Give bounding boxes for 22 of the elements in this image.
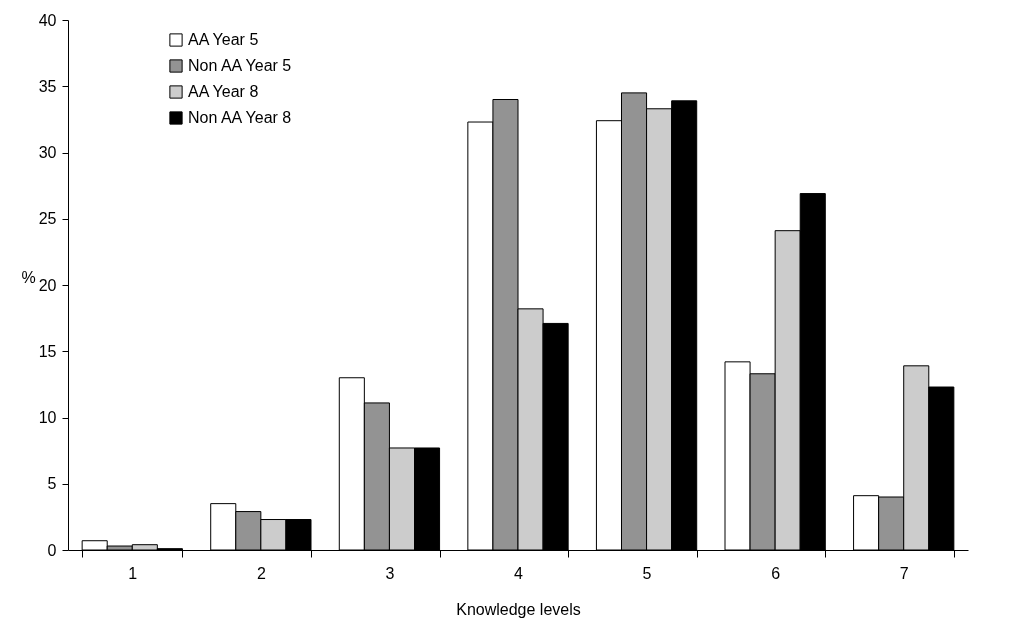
legend-label: AA Year 5 — [188, 31, 259, 48]
legend-label: Non AA Year 5 — [188, 57, 292, 74]
y-tick-label: 20 — [38, 276, 57, 294]
x-tick-label: 3 — [385, 564, 395, 582]
y-tick-label: 35 — [38, 77, 57, 95]
legend-label: AA Year 8 — [188, 83, 259, 100]
x-tick-label: 7 — [899, 564, 909, 582]
y-tick-label: 25 — [38, 210, 57, 228]
y-tick-label: 40 — [38, 11, 57, 29]
y-tick-label: 5 — [47, 475, 57, 493]
x-tick-label: 6 — [771, 564, 781, 582]
y-tick-label: 30 — [38, 144, 57, 161]
y-tick-label: 0 — [47, 541, 57, 559]
x-tick-label: 2 — [256, 564, 266, 582]
y-tick-label: 10 — [38, 409, 57, 426]
x-tick-label: 5 — [642, 564, 652, 582]
legend-label: Non AA Year 8 — [188, 109, 292, 126]
x-tick-label: 1 — [128, 564, 138, 582]
y-tick-label: 15 — [38, 342, 57, 360]
x-axis-title: Knowledge levels — [456, 600, 581, 618]
x-tick-label: 4 — [514, 564, 524, 582]
y-axis-title: % — [21, 268, 36, 286]
